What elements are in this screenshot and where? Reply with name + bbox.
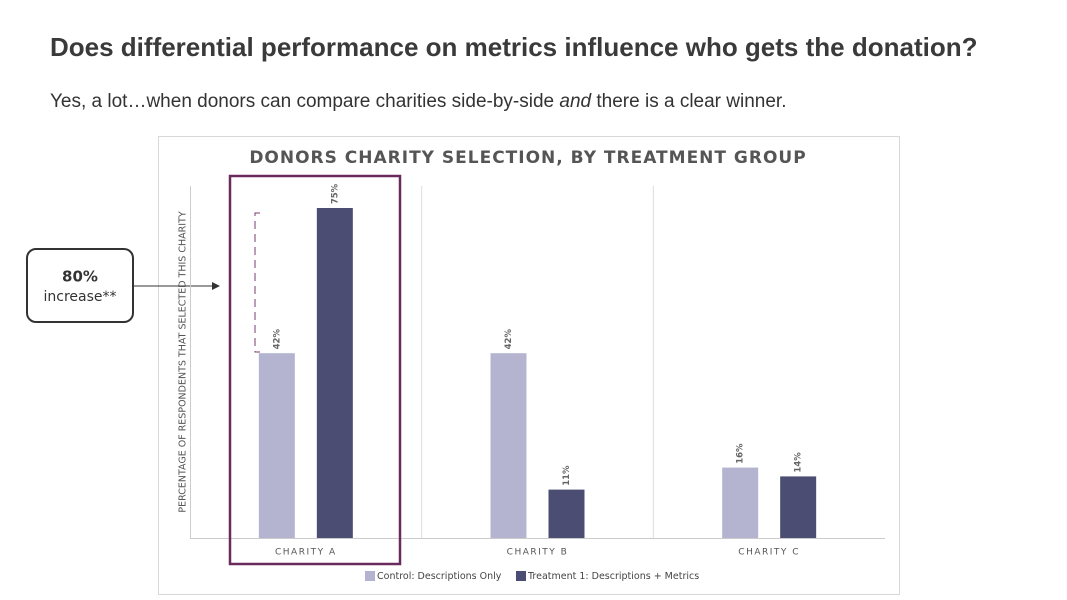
x-tick-label: CHARITY A [275,548,337,558]
slide-title: Does differential performance on metrics… [50,32,977,62]
bar [258,353,295,538]
legend-label: Treatment 1: Descriptions + Metrics [527,571,699,582]
callout-box [26,248,134,323]
subtitle-part: there is a clear winner. [591,91,786,112]
legend-swatch [516,571,526,581]
highlight-box [228,174,402,566]
data-label: 14% [794,452,804,473]
callout-value: 80% [62,268,98,286]
bar [548,489,585,538]
bar [490,353,527,538]
data-label: 11% [562,465,572,486]
y-axis-label: PERCENTAGE OF RESPONDENTS THAT SELECTED … [178,211,189,512]
data-label: 75% [330,183,340,204]
x-tick-label: CHARITY B [507,548,569,558]
legend-swatch [365,571,375,581]
plot: CHARITY A 42% 75% CHARITY B 42% 11% CHARITY C 1… [190,183,885,582]
increase-bracket [254,212,260,353]
arrow-head [212,282,220,290]
data-label: 42% [504,329,514,350]
data-label: 42% [272,329,282,350]
data-label: 16% [736,443,746,464]
callout-text: increase** [43,289,116,305]
bar [780,476,817,538]
legend-label: Control: Descriptions Only [377,571,502,582]
bar [722,467,759,538]
subtitle-emphasis: and [559,91,592,112]
x-tick-label: CHARITY C [738,548,800,558]
chart-title: DONORS CHARITY SELECTION, BY TREATMENT G… [249,148,806,168]
bar [316,208,353,538]
slide-subtitle: Yes, a lot…when donors can compare chari… [50,91,786,112]
subtitle-part: Yes, a lot…when donors can compare chari… [50,91,559,112]
